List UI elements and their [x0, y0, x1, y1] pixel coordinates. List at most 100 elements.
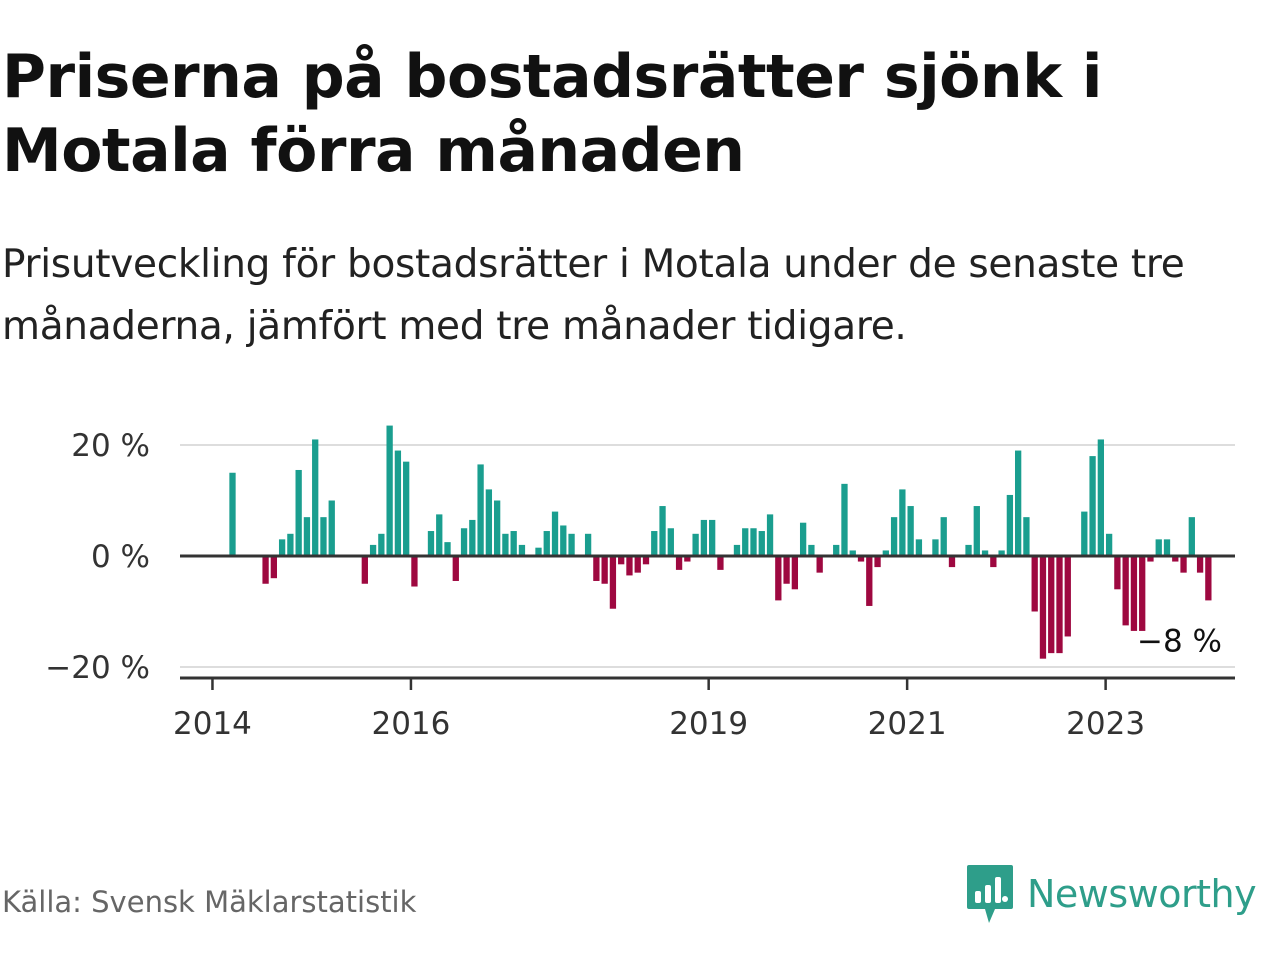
bar	[659, 506, 666, 556]
bar	[733, 544, 741, 556]
bar	[436, 514, 443, 557]
bar	[717, 556, 724, 570]
bar	[849, 550, 856, 556]
bar	[1031, 556, 1038, 612]
x-tick-label: 2021	[868, 706, 947, 742]
bar	[369, 544, 377, 556]
bar	[1089, 456, 1096, 556]
bar	[1172, 556, 1179, 562]
x-tick-label: 2016	[371, 706, 450, 742]
bar	[667, 528, 674, 556]
bar-chart: 20 % 0 % −20 % 2014 2016 2019 2021 2023 −8 %	[45, 425, 1235, 742]
bar	[890, 517, 898, 556]
bar	[518, 544, 526, 556]
bar	[634, 556, 641, 573]
bar	[510, 531, 517, 556]
bar	[626, 556, 633, 576]
bar	[833, 544, 840, 556]
bar	[1081, 511, 1088, 556]
bar	[750, 528, 757, 556]
last-value-label: −8 %	[1137, 623, 1222, 659]
bar	[1048, 556, 1055, 654]
bar	[932, 539, 939, 556]
x-tick-label: 2019	[669, 706, 748, 742]
bar	[841, 483, 848, 556]
y-axis-labels: 20 % 0 % −20 %	[45, 428, 150, 686]
bar	[1006, 494, 1014, 556]
bar	[1205, 556, 1212, 601]
bar	[700, 519, 708, 556]
bar	[940, 517, 947, 556]
bar	[766, 514, 774, 557]
bar	[1015, 450, 1022, 556]
bar	[857, 556, 865, 562]
bar	[502, 533, 509, 556]
bar	[1056, 556, 1063, 654]
x-tick-label: 2014	[173, 706, 252, 742]
bar	[394, 450, 402, 556]
bar	[312, 439, 319, 556]
bar	[742, 528, 749, 556]
bar	[403, 461, 410, 556]
bar	[452, 556, 459, 581]
bar	[460, 528, 468, 556]
chart-subtitle: Prisutveckling för bostadsrätter i Motal…	[2, 242, 1185, 349]
bar	[1039, 556, 1047, 659]
bar	[1196, 556, 1204, 573]
bar	[320, 517, 327, 556]
bar	[328, 500, 335, 556]
bar	[411, 556, 418, 587]
bar	[1155, 539, 1162, 556]
bar	[990, 556, 997, 568]
source-note: Källa: Svensk Mäklarstatistik	[2, 885, 417, 919]
bar	[758, 531, 765, 556]
bar	[229, 472, 236, 556]
bar	[551, 511, 559, 556]
bar	[791, 556, 799, 590]
bar	[262, 556, 269, 584]
logo-text: Newsworthy	[1027, 872, 1257, 916]
y-tick-label: −20 %	[45, 650, 150, 686]
bar	[684, 556, 691, 562]
bar	[1105, 533, 1113, 556]
y-tick-label: 20 %	[71, 428, 150, 464]
bar	[1130, 556, 1138, 631]
chart-title: Priserna på bostadsrätter sjönk i Motala…	[2, 42, 1102, 186]
bar	[1114, 556, 1121, 590]
bar	[361, 556, 368, 584]
bars	[229, 425, 1212, 659]
newsworthy-logo[interactable]: Newsworthy	[965, 862, 1257, 926]
bar	[866, 556, 873, 606]
bar	[874, 556, 881, 568]
x-tick-label: 2023	[1066, 706, 1145, 742]
y-tick-label: 0 %	[91, 539, 150, 575]
bar	[965, 544, 972, 556]
bar	[799, 522, 807, 556]
x-axis-labels: 2014 2016 2019 2021 2023	[173, 678, 1145, 742]
bar	[568, 533, 575, 556]
bar-chart-speech-bubble-icon	[967, 865, 1013, 923]
bar	[609, 556, 617, 609]
bar	[709, 519, 716, 556]
bar	[808, 544, 815, 556]
bar	[816, 556, 823, 573]
bar	[1122, 556, 1129, 626]
bar	[270, 556, 277, 579]
bar	[651, 531, 658, 556]
bar	[1064, 556, 1071, 637]
bar	[444, 542, 451, 557]
bar	[1139, 556, 1146, 631]
bar	[427, 531, 435, 556]
bar	[692, 533, 699, 556]
gridlines	[180, 444, 1235, 668]
bar	[303, 517, 311, 556]
bar	[1097, 439, 1104, 556]
bar	[973, 506, 980, 556]
bar	[477, 464, 484, 556]
bar	[295, 469, 302, 556]
bar	[593, 556, 600, 581]
bar	[278, 539, 286, 556]
bar	[535, 547, 542, 556]
bar	[1163, 539, 1171, 556]
bar	[560, 525, 567, 556]
